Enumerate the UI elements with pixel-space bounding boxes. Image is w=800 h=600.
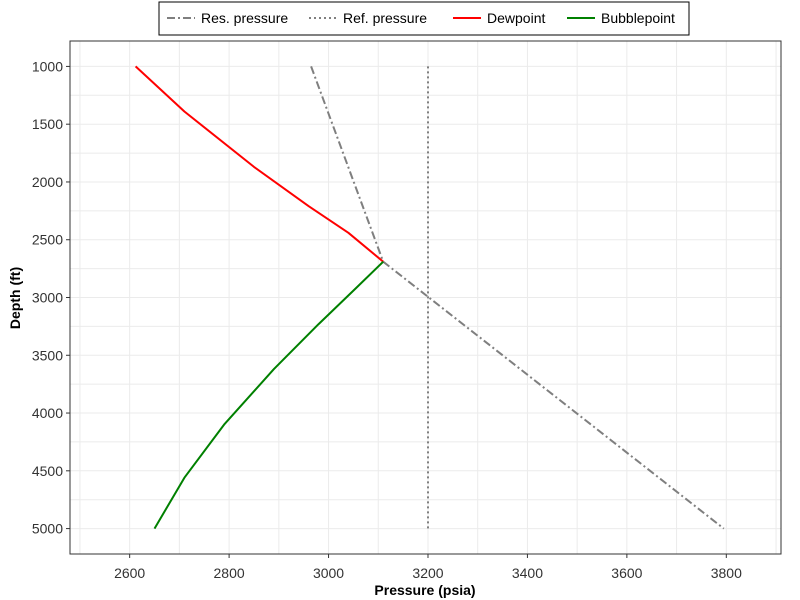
- series-line-bubblepoint: [153, 260, 384, 530]
- y-tick-label: 4000: [32, 405, 63, 421]
- y-tick-label: 1500: [32, 116, 63, 132]
- axis-ticks: 2600 2800 3000 3200 3400 3600 3800 1000 1500 2000…: [32, 58, 742, 581]
- legend-label: Bubblepoint: [601, 10, 675, 26]
- y-tick-label: 5000: [32, 521, 63, 537]
- x-tick-label: 3400: [512, 565, 543, 581]
- x-tick-label: 3600: [611, 565, 642, 581]
- series-lines: [134, 65, 725, 530]
- x-tick-label: 2800: [214, 565, 245, 581]
- y-tick-label: 3000: [32, 290, 63, 306]
- legend-label: Res. pressure: [201, 10, 288, 26]
- series-line-dewpoint: [134, 65, 384, 263]
- y-tick-label: 2500: [32, 232, 63, 248]
- legend: Res. pressure Ref. pressure Dewpoint Bubble…: [158, 1, 690, 36]
- x-tick-label: 3200: [412, 565, 443, 581]
- x-axis-title: Pressure (psia): [374, 582, 475, 598]
- y-tick-label: 4500: [32, 463, 63, 479]
- y-tick-label: 1000: [32, 58, 63, 74]
- legend-box: [158, 1, 690, 36]
- x-tick-label: 3800: [711, 565, 742, 581]
- x-tick-label: 2600: [114, 565, 145, 581]
- grid: [70, 41, 781, 554]
- x-tick-label: 3000: [313, 565, 344, 581]
- y-tick-label: 2000: [32, 174, 63, 190]
- y-tick-label: 3500: [32, 347, 63, 363]
- y-axis-title: Depth (ft): [7, 267, 23, 329]
- legend-label: Dewpoint: [487, 10, 545, 26]
- legend-label: Ref. pressure: [343, 10, 427, 26]
